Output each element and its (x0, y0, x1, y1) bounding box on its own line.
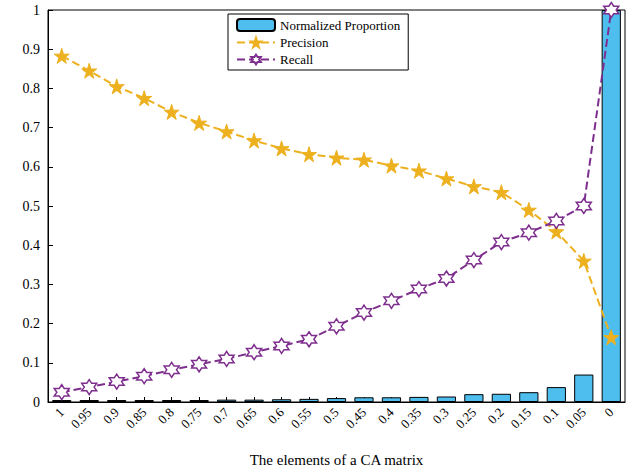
svg-text:0.55: 0.55 (288, 405, 315, 432)
svg-text:Normalized Proportion: Normalized Proportion (280, 18, 401, 33)
svg-text:0.7: 0.7 (210, 404, 232, 426)
svg-text:0.1: 0.1 (540, 405, 562, 427)
svg-text:0.65: 0.65 (233, 405, 260, 432)
svg-text:0.1: 0.1 (23, 355, 41, 370)
svg-text:0.2: 0.2 (485, 405, 507, 427)
svg-text:1: 1 (33, 3, 40, 18)
svg-text:0.9: 0.9 (23, 42, 41, 57)
svg-text:0.3: 0.3 (430, 405, 452, 427)
svg-text:0.8: 0.8 (155, 405, 177, 427)
svg-text:0.4: 0.4 (23, 238, 41, 253)
svg-text:0.9: 0.9 (100, 405, 122, 427)
svg-text:0.75: 0.75 (178, 405, 205, 432)
svg-text:0.4: 0.4 (375, 404, 397, 426)
svg-text:0.6: 0.6 (265, 404, 287, 426)
svg-text:0.05: 0.05 (562, 405, 589, 432)
svg-text:Precision: Precision (280, 35, 329, 50)
svg-text:1: 1 (52, 405, 67, 420)
svg-text:0.8: 0.8 (23, 81, 41, 96)
svg-text:0.45: 0.45 (343, 405, 370, 432)
svg-text:0: 0 (601, 405, 616, 420)
svg-text:0.6: 0.6 (23, 159, 41, 174)
svg-text:0.2: 0.2 (23, 316, 41, 331)
svg-text:0.3: 0.3 (23, 277, 41, 292)
svg-text:0.35: 0.35 (398, 405, 425, 432)
svg-text:0.85: 0.85 (123, 405, 150, 432)
svg-text:0.5: 0.5 (23, 199, 41, 214)
svg-text:0.15: 0.15 (507, 405, 534, 432)
svg-text:The elements of a CA matrix: The elements of a CA matrix (250, 452, 424, 468)
svg-text:Recall: Recall (280, 52, 314, 67)
svg-text:0.95: 0.95 (68, 405, 95, 432)
svg-text:0.7: 0.7 (23, 120, 41, 135)
svg-text:0: 0 (33, 395, 40, 410)
svg-text:0.25: 0.25 (453, 405, 480, 432)
svg-text:0.5: 0.5 (320, 405, 342, 427)
